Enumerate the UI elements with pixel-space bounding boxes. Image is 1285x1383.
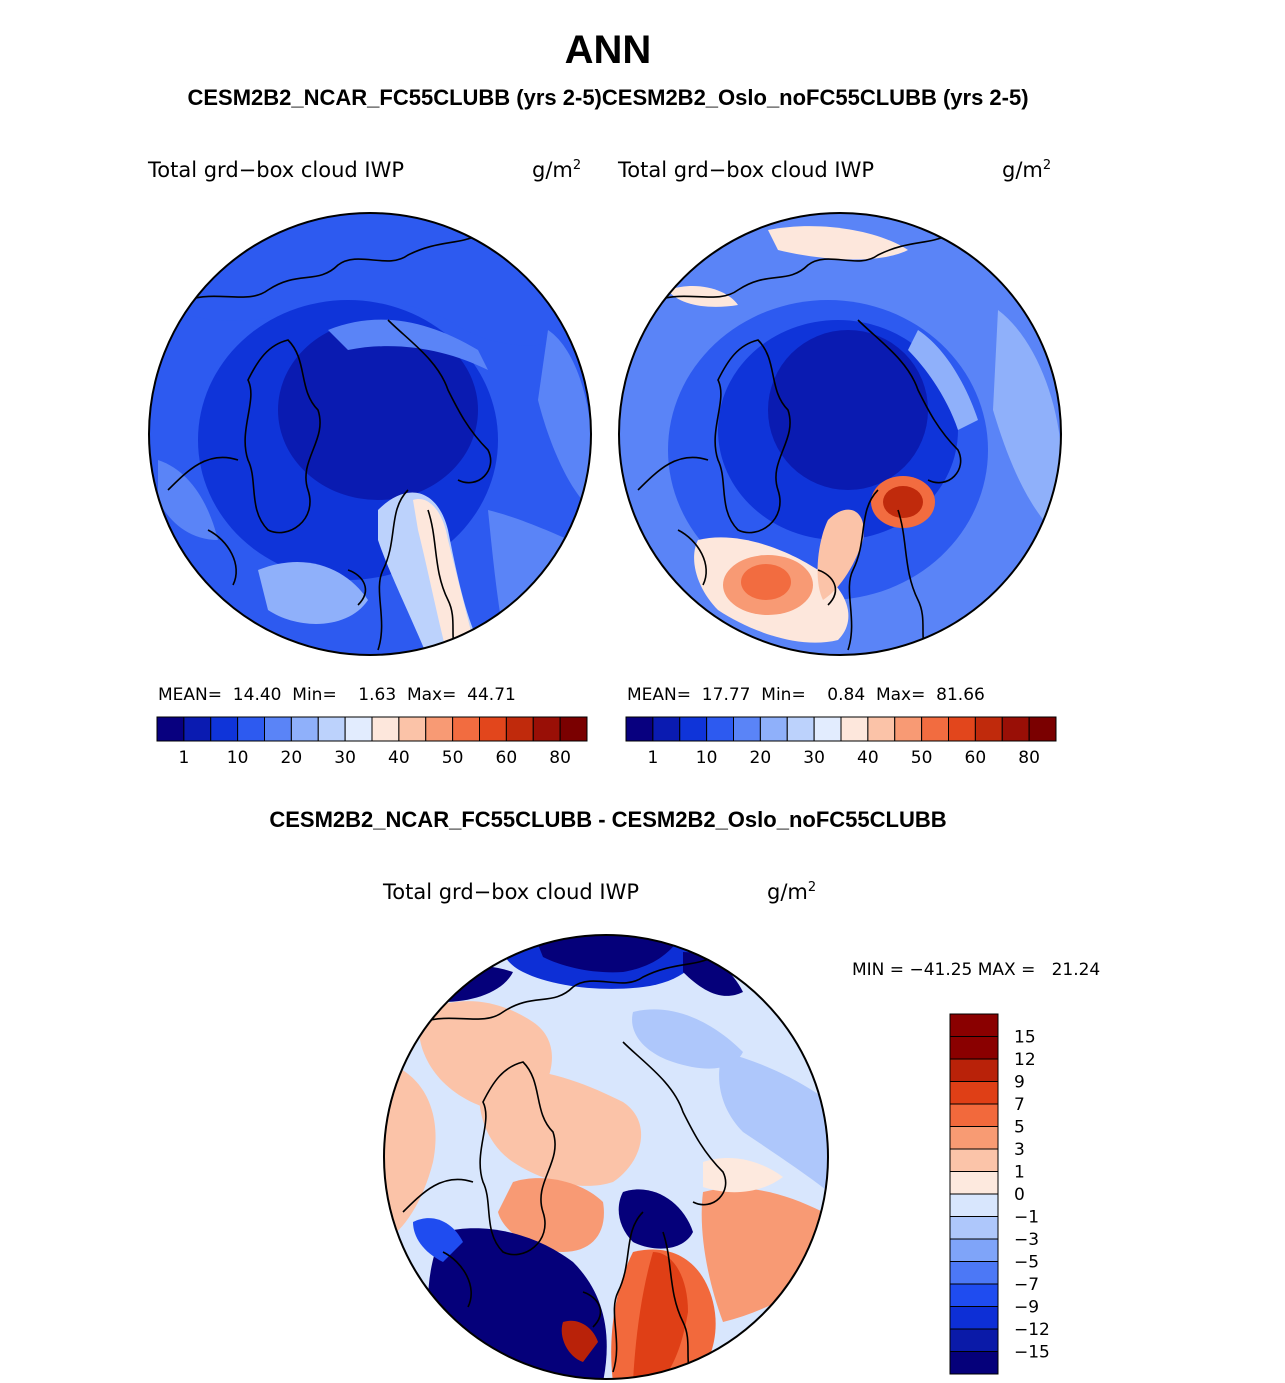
colorbar2-swatch (948, 716, 976, 742)
colorbar1-tick-label: 60 (496, 748, 518, 768)
colorbar3-swatch (949, 1306, 999, 1330)
colorbar3-tick-label: 15 (1014, 1028, 1036, 1048)
colorbar2-tick-label: 1 (647, 748, 658, 768)
colorbar1-swatch (452, 716, 480, 742)
colorbar2-swatch (679, 716, 708, 742)
panel1-label: Total grd−box cloud IWP (148, 158, 405, 182)
colorbar2-tick-label: 60 (965, 748, 987, 768)
colorbar3-swatch (949, 1036, 999, 1060)
colorbar3-tick-label: −9 (1014, 1298, 1039, 1318)
colorbar1-swatch (479, 716, 507, 742)
panel2-stats: MEAN= 17.77 Min= 0.84 Max= 81.66 (627, 685, 985, 705)
colorbar1-swatch (183, 716, 212, 742)
difference-title: CESM2B2_NCAR_FC55CLUBB - CESM2B2_Oslo_no… (269, 807, 947, 832)
colorbar-panel-1: 1 10 20 30 40 50 60 80 (156, 716, 588, 768)
colorbar1-swatch (344, 716, 373, 742)
colorbar1-swatch (210, 716, 239, 742)
colorbar1-tick-label: 20 (281, 748, 303, 768)
panel3-label: Total grd−box cloud IWP (383, 880, 640, 904)
colorbar2-swatch (1028, 716, 1057, 742)
colorbar1-tick-label: 30 (334, 748, 356, 768)
colorbar3-tick-label: 3 (1014, 1140, 1025, 1160)
panel3-stats: MIN = −41.25 MAX = 21.24 (852, 960, 1101, 980)
colorbar2-swatch (733, 716, 761, 742)
colorbar2-swatch (625, 716, 654, 742)
colorbar3-tick-label: 12 (1014, 1050, 1036, 1070)
colorbar3-swatch (949, 1351, 999, 1375)
colorbar-panel-2: 1 10 20 30 40 50 60 80 (625, 716, 1057, 768)
map-panel-1 (148, 212, 592, 656)
colorbar1-tick-label: 1 (178, 748, 189, 768)
colorbar1-swatch (371, 716, 400, 742)
colorbar3-tick-label: −1 (1014, 1208, 1039, 1228)
colorbar3-tick-label: 5 (1014, 1118, 1025, 1138)
colorbar3-tick-label: −7 (1014, 1275, 1039, 1295)
colorbar3-swatch (949, 1171, 999, 1195)
colorbar2-tick-label: 40 (857, 748, 879, 768)
colorbar1-swatch (237, 716, 265, 742)
colorbar2-swatch (813, 716, 842, 742)
panel1-units: g/m2 (532, 158, 582, 182)
colorbar2-tick-label: 50 (911, 748, 933, 768)
panel2-units: g/m2 (1002, 158, 1052, 182)
colorbar3-swatch (949, 1238, 999, 1262)
colorbar3-tick-label: −12 (1014, 1320, 1050, 1340)
colorbar1-swatch (290, 716, 319, 742)
map-panel-difference (383, 934, 829, 1380)
panel2-label: Total grd−box cloud IWP (618, 158, 875, 182)
colorbar1-swatch (532, 716, 561, 742)
map-panel-2 (618, 212, 1062, 656)
colorbar3-tick-label: 7 (1014, 1095, 1025, 1115)
colorbar3-swatch (949, 1216, 999, 1240)
colorbar1-tick-label: 10 (227, 748, 249, 768)
colorbar1-swatch (425, 716, 454, 742)
colorbar2-swatch (1001, 716, 1030, 742)
colorbar1-swatch (505, 716, 534, 742)
colorbar2-tick-label: 20 (750, 748, 772, 768)
colorbar1-swatch (398, 716, 427, 742)
colorbar2-swatch (974, 716, 1003, 742)
colorbar1-swatch (559, 716, 588, 742)
main-title: ANN (564, 28, 652, 72)
colorbar2-swatch (706, 716, 734, 742)
colorbar1-swatch (156, 716, 185, 742)
colorbar2-swatch (840, 716, 869, 742)
colorbar2-tick-label: 80 (1018, 748, 1040, 768)
colorbar3-swatch (949, 1126, 999, 1150)
colorbar3-tick-label: 0 (1014, 1185, 1025, 1205)
colorbar3-tick-label: −3 (1014, 1230, 1039, 1250)
colorbar2-swatch (921, 716, 949, 742)
colorbar2-swatch (867, 716, 896, 742)
colorbar1-swatch (317, 716, 346, 742)
colorbar2-swatch (786, 716, 815, 742)
panel3-units: g/m2 (767, 880, 817, 904)
colorbar3-swatch (949, 1081, 999, 1105)
colorbar1-swatch (264, 716, 292, 742)
colorbar3-tick-label: 9 (1014, 1073, 1025, 1093)
colorbar2-swatch (894, 716, 923, 742)
colorbar2-swatch (652, 716, 681, 742)
colorbar3-swatch (949, 1328, 999, 1352)
colorbar3-tick-label: −5 (1014, 1253, 1039, 1273)
colorbar3-tick-label: −15 (1014, 1343, 1050, 1363)
colorbar2-tick-label: 30 (803, 748, 825, 768)
colorbar3-swatch (949, 1283, 999, 1307)
colorbar3-swatch (949, 1058, 999, 1082)
subtitle: CESM2B2_NCAR_FC55CLUBB (yrs 2-5)CESM2B2_… (187, 85, 1029, 110)
colorbar3-swatch (949, 1013, 999, 1037)
colorbar2-tick-label: 10 (696, 748, 718, 768)
colorbar3-swatch (949, 1193, 999, 1217)
colorbar3-swatch (949, 1148, 999, 1172)
colorbar3-swatch (949, 1261, 999, 1285)
colorbar3-tick-label: 1 (1014, 1163, 1025, 1183)
colorbar1-tick-label: 50 (442, 748, 464, 768)
colorbar3-swatch (949, 1103, 999, 1127)
colorbar1-tick-label: 40 (388, 748, 410, 768)
colorbar1-tick-label: 80 (549, 748, 571, 768)
colorbar2-swatch (759, 716, 788, 742)
panel1-stats: MEAN= 14.40 Min= 1.63 Max= 44.71 (158, 685, 516, 705)
